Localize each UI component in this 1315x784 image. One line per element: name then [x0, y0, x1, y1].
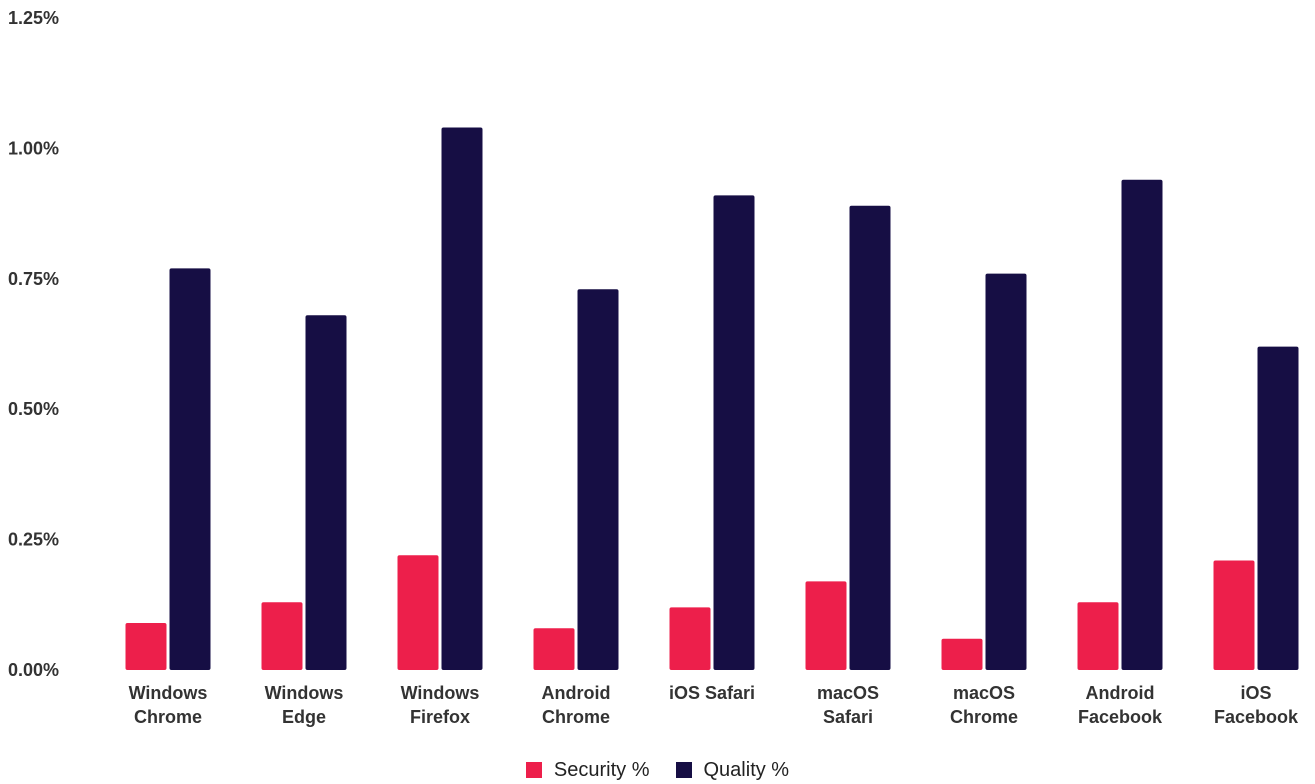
bar-security: [397, 555, 439, 670]
legend-item-quality: Quality %: [675, 758, 790, 782]
bar-quality: [1257, 346, 1299, 670]
bar-quality: [849, 205, 891, 670]
x-category-label-line: Android: [542, 683, 611, 703]
legend-swatch-security: [525, 762, 542, 778]
x-category-label: Android Facebook: [1078, 683, 1163, 727]
y-tick-label: 0.00%: [8, 660, 59, 680]
y-tick-label: 1.25%: [8, 8, 59, 28]
bar-quality: [577, 289, 619, 670]
x-category-label-line: Firefox: [410, 707, 470, 727]
bar-security: [1077, 602, 1119, 670]
x-category-label: Windows Firefox: [401, 683, 480, 727]
bar-quality: [985, 273, 1027, 670]
x-category-label-line: Safari: [823, 707, 873, 727]
y-axis: 0.00% 0.25% 0.50% 0.75% 1.00% 1.25%: [8, 8, 59, 680]
x-category-label-line: Edge: [282, 707, 326, 727]
x-category-label-line: Facebook: [1078, 707, 1163, 727]
y-tick-label: 0.75%: [8, 269, 59, 289]
bar-security: [941, 638, 983, 670]
x-category-label: Android Chrome: [542, 683, 611, 727]
legend-item-security: Security %: [525, 758, 650, 782]
x-category-label: iOS Safari: [669, 683, 755, 703]
bar-quality: [1121, 179, 1163, 671]
x-category-label-line: Chrome: [542, 707, 610, 727]
x-axis: Windows Chrome Windows Edge Windows Firefox An…: [129, 683, 1299, 727]
x-category-label-line: Facebook: [1214, 707, 1299, 727]
bar-quality: [713, 195, 755, 670]
x-category-label: macOS Chrome: [950, 683, 1018, 727]
bar-security: [125, 623, 167, 670]
x-category-label-line: Chrome: [134, 707, 202, 727]
bar-security: [805, 581, 847, 670]
x-category-label-line: Chrome: [950, 707, 1018, 727]
bar-quality: [305, 315, 347, 670]
x-category-label-line: Windows: [129, 683, 208, 703]
x-category-label: Windows Edge: [265, 683, 344, 727]
x-category-label-line: Windows: [401, 683, 480, 703]
x-category-label-line: macOS: [817, 683, 879, 703]
legend-label-security: Security %: [553, 758, 650, 781]
bar-security: [1213, 560, 1255, 670]
y-tick-label: 0.50%: [8, 399, 59, 419]
bars: [125, 127, 1299, 671]
x-category-label-line: iOS: [1240, 683, 1271, 703]
bar-quality: [169, 268, 211, 670]
x-category-label: Windows Chrome: [129, 683, 208, 727]
x-category-label-line: Android: [1086, 683, 1155, 703]
x-category-label: macOS Safari: [817, 683, 879, 727]
x-category-label-line: macOS: [953, 683, 1015, 703]
bar-quality: [441, 127, 483, 670]
bar-security: [669, 607, 711, 670]
legend-label-quality: Quality %: [703, 758, 790, 781]
legend: Security % Quality %: [0, 756, 1315, 784]
x-category-label-line: iOS Safari: [669, 683, 755, 703]
x-category-label: iOS Facebook: [1214, 683, 1299, 727]
y-tick-label: 0.25%: [8, 530, 59, 550]
bar-security: [261, 602, 303, 670]
x-category-label-line: Windows: [265, 683, 344, 703]
y-tick-label: 1.00%: [8, 138, 59, 158]
bar-security: [533, 628, 575, 670]
legend-swatch-quality: [675, 762, 692, 778]
